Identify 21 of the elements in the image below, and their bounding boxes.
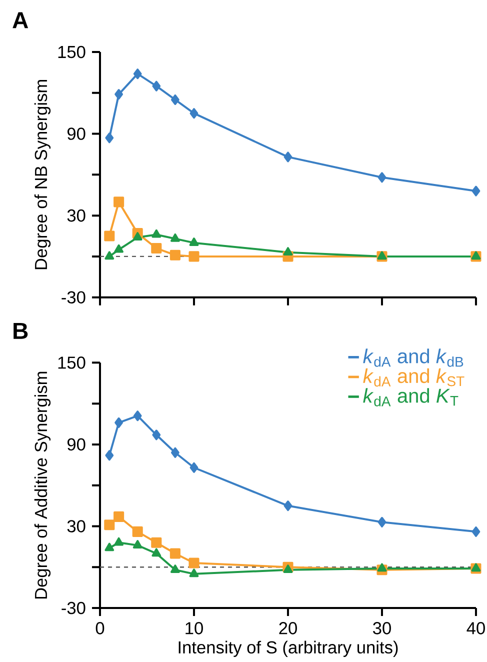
x-tick-label: 10 (186, 622, 204, 634)
x-tick-label: 20 (279, 622, 298, 634)
y-tick-label: -30 (62, 602, 86, 614)
y-tick-label: 90 (68, 438, 86, 451)
y-tick-label: 150 (58, 46, 86, 58)
legend-label: k$_{dA}$ and k$_{dB}$ (363, 348, 464, 367)
y-tick-label: 90 (68, 128, 86, 140)
chart-title: B (14, 322, 28, 339)
x-tick-label: 40 (466, 622, 486, 634)
x-tick-label: 30 (373, 622, 392, 634)
y-tick-label: -30 (62, 291, 86, 304)
y-axis-title: Degree of NB Synergism (34, 80, 51, 270)
legend-label: k$_{dA}$ and k$_{ST}$ (363, 368, 464, 387)
y-tick-label: 30 (68, 520, 86, 532)
y-tick-label: 150 (58, 356, 86, 369)
legend-label: k$_{dA}$ and K$_{T}$ (363, 388, 458, 406)
y-axis-title: Degree of Additive Synergism (34, 372, 51, 599)
x-tick-label: 0 (96, 622, 104, 634)
x-axis-title: Intensity of S (arbitrary units) (178, 640, 398, 657)
chart-title: A (12, 12, 28, 28)
y-tick-label: 30 (68, 209, 86, 222)
